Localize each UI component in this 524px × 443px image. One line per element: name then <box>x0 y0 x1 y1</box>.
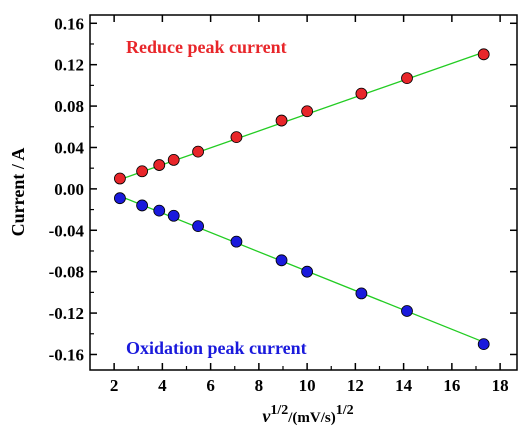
data-point-series-1 <box>192 220 204 233</box>
x-tick-label: 14 <box>395 376 413 395</box>
x-tick-label: 18 <box>492 376 509 395</box>
plot-frame <box>89 14 518 371</box>
y-tick-label: 0.12 <box>54 56 84 75</box>
data-point-series-0 <box>401 72 413 85</box>
data-point-series-0 <box>153 159 166 171</box>
y-tick-label: -0.04 <box>49 221 85 240</box>
x-tick-label: 8 <box>255 376 264 395</box>
data-point-series-0 <box>192 145 204 158</box>
x-tick-label: 16 <box>443 376 460 395</box>
data-point-series-1 <box>230 235 243 248</box>
data-point-series-0 <box>167 153 180 166</box>
x-axis-title-unit-exp: 1/2 <box>336 403 354 418</box>
data-point-series-1 <box>167 209 180 222</box>
data-point-series-0 <box>136 165 149 178</box>
data-point-series-0 <box>301 105 314 118</box>
x-tick-label: 2 <box>110 376 119 395</box>
x-tick-label: 12 <box>347 376 364 395</box>
data-point-series-0 <box>275 114 288 127</box>
data-point-series-0 <box>230 131 243 144</box>
data-point-series-0 <box>355 87 368 100</box>
x-axis-title-base: v <box>262 406 271 426</box>
y-tick-label: 0.08 <box>54 97 84 116</box>
y-tick-label: -0.16 <box>49 345 84 364</box>
x-axis-title: v1/2/(mV/s)1/2 <box>262 403 353 426</box>
x-axis-title-unit: /(mV/s) <box>287 410 336 426</box>
data-point-series-1 <box>136 199 149 212</box>
data-point-series-1 <box>301 265 314 278</box>
series-label-reduce: Reduce peak current <box>126 37 287 57</box>
y-tick-label: 0.04 <box>54 138 84 157</box>
x-tick-label: 4 <box>158 376 167 395</box>
data-point-series-1 <box>401 305 413 317</box>
data-point-series-1 <box>153 204 166 217</box>
fit-line-series-0 <box>119 51 484 181</box>
series-label-oxidation: Oxidation peak current <box>126 338 307 358</box>
y-tick-label: -0.12 <box>49 304 84 323</box>
fit-lines <box>119 51 484 343</box>
x-axis: 2 4 6 8 10 12 14 16 18 <box>110 15 509 395</box>
y-tick-label: 0.16 <box>54 14 84 33</box>
y-tick-label: -0.08 <box>49 263 84 282</box>
x-tick-label: 6 <box>206 376 215 395</box>
data-point-series-1 <box>114 192 126 205</box>
data-point-series-0 <box>114 172 126 185</box>
data-point-series-1 <box>355 287 368 300</box>
y-axis-title: Current / A <box>8 148 28 237</box>
data-points <box>114 48 490 351</box>
data-point-series-0 <box>477 48 490 61</box>
data-point-series-1 <box>275 254 288 267</box>
x-axis-title-exp: 1/2 <box>270 403 288 418</box>
y-tick-label: 0.00 <box>54 180 84 199</box>
data-point-series-1 <box>477 338 490 351</box>
fit-line-series-1 <box>119 195 484 343</box>
y-axis: -0.16 -0.12 -0.08 -0.04 0.00 0.04 0.08 0.12 0.16 <box>49 14 517 364</box>
x-tick-label: 10 <box>299 376 316 395</box>
